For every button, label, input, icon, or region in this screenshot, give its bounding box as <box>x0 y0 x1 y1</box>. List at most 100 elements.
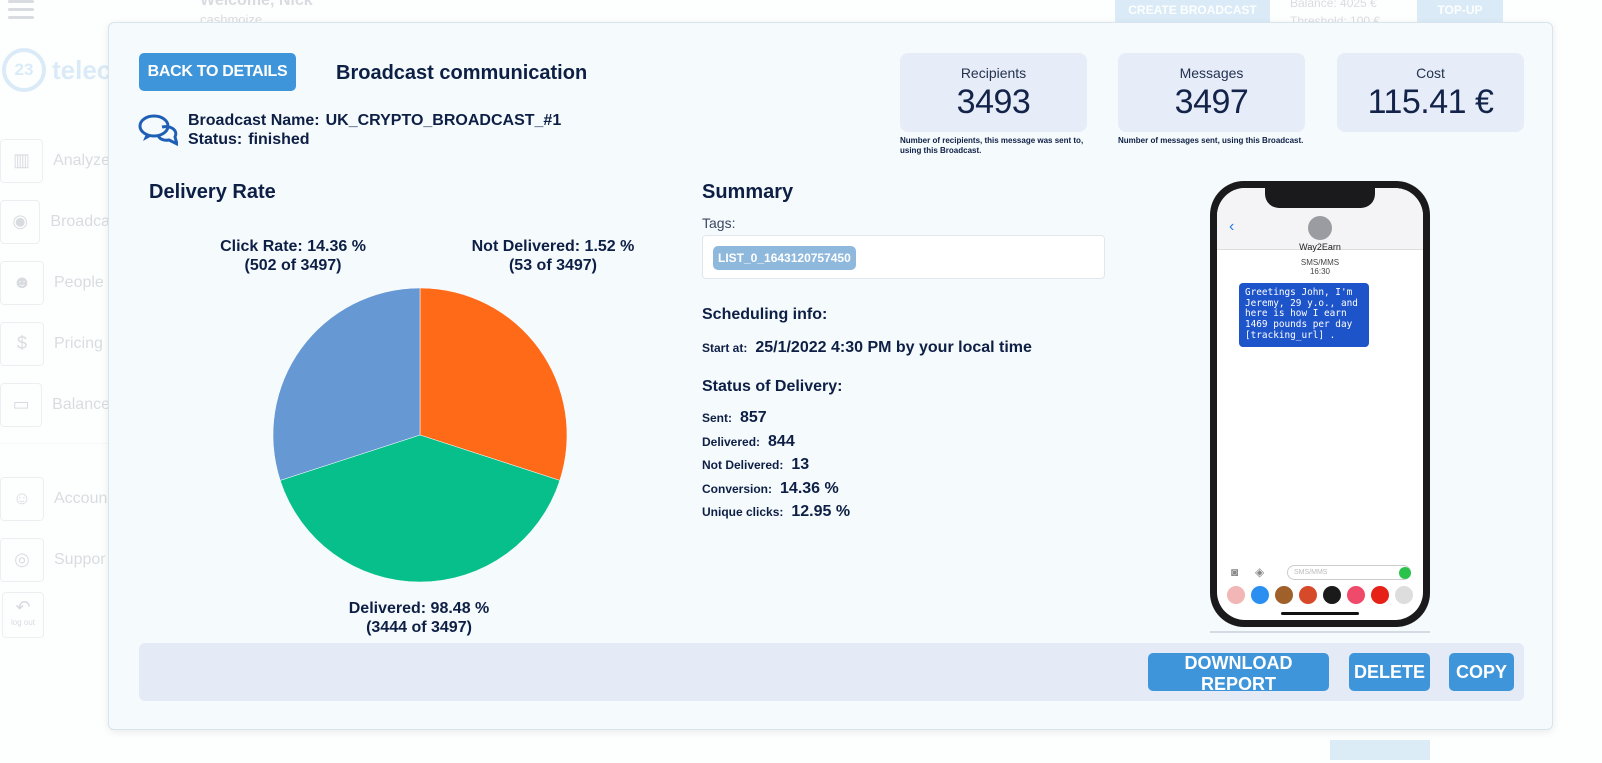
contact-avatar-icon <box>1308 216 1332 240</box>
stat-row-conversion: Conversion: 14.36 % <box>702 480 850 504</box>
status-of-delivery-title: Status of Delivery: <box>702 378 843 395</box>
pie-label-click-rate-line2: (502 of 3497) <box>244 257 342 274</box>
sidebar-item-label: Analyze <box>53 151 110 169</box>
tag-chip[interactable]: LIST_0_1643120757450 <box>713 246 856 270</box>
logout-label: log out <box>10 618 36 627</box>
pie-label-not-delivered-line2: (53 of 3497) <box>508 257 598 274</box>
sidebar-item-label: People <box>54 273 104 291</box>
hamburger-menu-icon[interactable] <box>8 0 34 20</box>
stat-row-unique-clicks: Unique clicks: 12.95 % <box>702 503 850 527</box>
stat-value: 13 <box>791 456 810 474</box>
youtube-app-icon <box>1371 586 1389 604</box>
contact-name: Way2Earn <box>1299 242 1341 252</box>
sidebar-item-label: Broadca <box>50 212 110 230</box>
account-icon: ☺ <box>0 476 44 521</box>
broadcast-modal: BACK TO DETAILS Broadcast communication … <box>108 22 1553 730</box>
stat-label: Unique clicks: <box>702 505 784 520</box>
status-label: Status: <box>188 131 243 148</box>
message-bubble: Greetings John, I'm Jeremy, 29 y.o., and… <box>1239 283 1369 347</box>
cost-value: 115.41 € <box>1367 83 1494 121</box>
download-report-button[interactable]: DOWNLOAD REPORT <box>1148 653 1329 694</box>
phone-screen: ‹ Way2Earn SMS/MMS 16:30 Greetings John,… <box>1217 188 1423 620</box>
phone-base-line <box>1210 631 1430 633</box>
sidebar-item-pricing[interactable]: $ Pricing <box>0 313 110 374</box>
support-icon: ◎ <box>0 537 44 582</box>
pie-slice-not-delivered <box>419 287 568 481</box>
compose-bar: ◙ ◈ SMS/MMS <box>1217 563 1423 583</box>
broadcast-name-label: Broadcast Name: <box>188 112 320 129</box>
status-value: finished <box>248 131 310 148</box>
phone-preview: ‹ Way2Earn SMS/MMS 16:30 Greetings John,… <box>1210 181 1430 627</box>
messages-header: ‹ Way2Earn <box>1217 188 1423 252</box>
stat-label: Delivered: <box>702 434 761 449</box>
stat-value: 844 <box>768 432 795 450</box>
sidebar-item-account[interactable]: ☺ Accoun <box>0 468 110 529</box>
sidebar-item-label: Accoun <box>54 489 108 507</box>
start-at-row: Start at: 25/1/2022 4:30 PM by your local… <box>702 339 1032 357</box>
copy-button[interactable]: COPY <box>1449 653 1514 691</box>
home-indicator <box>1281 612 1359 615</box>
tags-field[interactable]: LIST_0_1643120757450 <box>702 235 1105 279</box>
send-icon <box>1399 567 1411 579</box>
tags-label: Tags: <box>702 215 736 231</box>
bg-bottom-button[interactable] <box>1330 740 1430 760</box>
chart-icon: ▥ <box>0 138 44 183</box>
broadcast-icon: ◉ <box>0 199 41 244</box>
stat-label: Not Delivered: <box>702 458 784 473</box>
pie-label-click-rate: Click Rate: 14.36 % (502 of 3497) <box>213 237 373 275</box>
back-to-details-button[interactable]: BACK TO DETAILS <box>139 53 296 91</box>
stat-label: Conversion: <box>702 481 773 496</box>
camera-icon: ◙ <box>1231 565 1239 579</box>
chevron-left-icon: ‹ <box>1229 218 1235 235</box>
stat-row-delivered: Delivered: 844 <box>702 433 850 457</box>
sidebar-item-label: Pricing <box>54 334 103 352</box>
logo: 23 telec <box>2 48 111 92</box>
pie-label-not-delivered: Not Delivered: 1.52 % (53 of 3497) <box>463 237 643 275</box>
logo-badge: 23 <box>2 48 46 92</box>
pie-label-click-rate-line1: Click Rate: 14.36 % <box>220 238 366 255</box>
sms-type: SMS/MMS <box>1300 258 1340 267</box>
pie-label-delivered-line2: (3444 of 3497) <box>366 619 472 636</box>
recipients-note: Number of recipients, this message was s… <box>900 136 1084 155</box>
stat-row-sent: Sent: 857 <box>702 409 850 433</box>
sidebar-item-support[interactable]: ◎ Suppor <box>0 529 110 590</box>
start-at-label: Start at: <box>702 341 748 355</box>
sidebar-divider <box>0 443 110 468</box>
sidebar-item-analyze[interactable]: ▥ Analyze <box>0 130 110 191</box>
pie-label-delivered-line1: Delivered: 98.48 % <box>348 600 490 617</box>
appstore-app-icon <box>1251 586 1269 604</box>
modal-title: Broadcast communication <box>336 62 588 84</box>
stat-label: Sent: <box>702 411 732 425</box>
sms-meta: SMS/MMS 16:30 <box>1217 258 1423 276</box>
sidebar-item-broadcast[interactable]: ◉ Broadca <box>0 191 110 252</box>
stat-row-not-delivered: Not Delivered: 13 <box>702 456 850 480</box>
logout-icon: ↶ <box>15 597 31 617</box>
topup-button[interactable]: TOP-UP <box>1417 0 1503 22</box>
create-broadcast-button[interactable]: CREATE BROADCAST <box>1115 0 1270 22</box>
music-app-icon <box>1347 586 1365 604</box>
messages-value: 3497 <box>1174 83 1249 121</box>
delivery-stats-list: Sent: 857 Delivered: 844 Not Delivered: 13 … <box>702 409 850 527</box>
delivery-rate-pie-chart <box>272 287 568 583</box>
recipients-value: 3493 <box>956 83 1031 121</box>
start-at-value: 25/1/2022 4:30 PM by your local time <box>755 339 1032 356</box>
cost-card: Cost 115.41 € <box>1337 53 1524 132</box>
photos-app-icon <box>1227 586 1245 604</box>
pie-label-delivered: Delivered: 98.48 % (3444 of 3497) <box>334 599 504 637</box>
scheduling-title: Scheduling info: <box>702 306 828 323</box>
pie-slice-delivered <box>279 434 561 583</box>
sidebar-item-balance[interactable]: ▭ Balance <box>0 374 110 435</box>
action-bar: DOWNLOAD REPORT DELETE COPY <box>139 643 1524 701</box>
more-app-icon <box>1395 586 1413 604</box>
stat-value: 14.36 % <box>780 479 839 497</box>
pie-label-not-delivered-line1: Not Delivered: 1.52 % <box>471 238 635 255</box>
logout-button[interactable]: ↶ log out <box>2 592 44 638</box>
app-drawer <box>1227 586 1413 604</box>
people-icon: ☻ <box>0 260 44 305</box>
logo-text: telec <box>52 54 112 85</box>
sms-time: 16:30 <box>1309 267 1331 276</box>
compose-input: SMS/MMS <box>1287 565 1411 580</box>
sidebar-item-people[interactable]: ☻ People <box>0 252 110 313</box>
delete-button[interactable]: DELETE <box>1349 653 1430 691</box>
